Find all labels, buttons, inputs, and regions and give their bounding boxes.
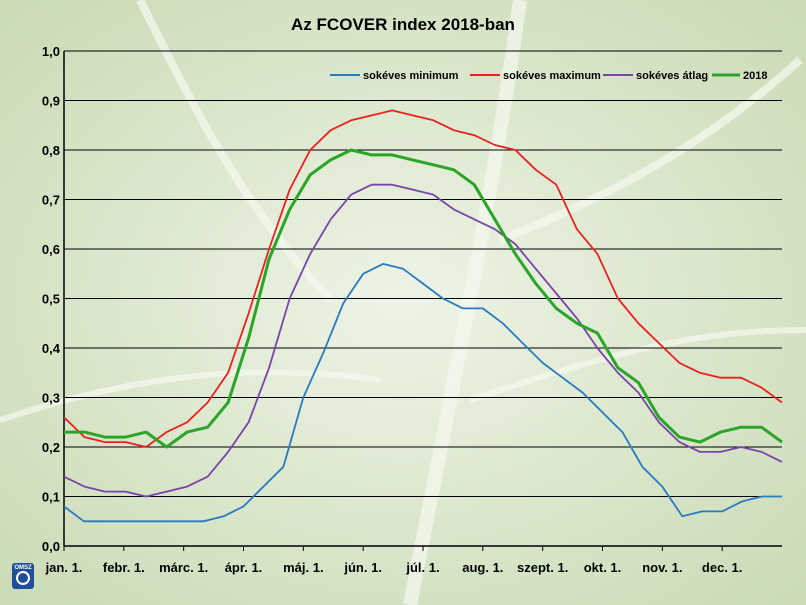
x-axis-ticks: jan. 1. febr. 1. márc. 1. ápr. 1. máj. 1. jún… <box>45 546 742 575</box>
series-line-3 <box>64 148 783 449</box>
legend-label-1: sokéves maximum <box>503 70 601 82</box>
x-tick-label: jan. 1. <box>45 560 83 575</box>
x-tick-label: nov. 1. <box>642 560 682 575</box>
x-tick-label: márc. 1. <box>159 560 208 575</box>
y-tick-label: 1,0 <box>42 44 60 59</box>
series-lines <box>63 109 783 523</box>
x-tick-label: dec. 1. <box>702 560 742 575</box>
legend-label-0: sokéves minimum <box>363 70 459 82</box>
legend-label-3: 2018 <box>743 70 767 82</box>
x-tick-label: szept. 1. <box>517 560 568 575</box>
y-tick-label: 0,4 <box>42 341 61 356</box>
x-tick-label: júl. 1. <box>405 560 439 575</box>
x-tick-label: ápr. 1. <box>225 560 263 575</box>
y-axis-ticks: 0,0 0,1 0,2 0,3 0,4 0,5 0,6 0,7 0,8 0,9 1,0 <box>42 44 61 554</box>
y-tick-label: 0,1 <box>42 490 60 505</box>
y-tick-label: 0,7 <box>42 193 60 208</box>
logo-text: OMSZ <box>14 565 32 571</box>
y-tick-label: 0,5 <box>42 292 60 307</box>
chart-title: Az FCOVER index 2018-ban <box>291 15 515 34</box>
y-tick-label: 0,3 <box>42 391 60 406</box>
x-tick-label: máj. 1. <box>283 560 323 575</box>
y-tick-label: 0,0 <box>42 539 60 554</box>
x-tick-label: febr. 1. <box>103 560 145 575</box>
y-tick-label: 0,2 <box>42 440 60 455</box>
y-tick-label: 0,9 <box>42 94 60 109</box>
omsz-logo: OMSZ <box>12 563 34 589</box>
series-line-2 <box>63 183 783 498</box>
series-line-0 <box>63 262 782 523</box>
x-tick-label: aug. 1. <box>462 560 503 575</box>
legend-label-2: sokéves átlag <box>636 70 708 82</box>
y-tick-label: 0,8 <box>42 143 60 158</box>
x-tick-label: jún. 1. <box>343 560 382 575</box>
legend: sokéves minimum sokéves maximum sokéves át… <box>330 70 767 82</box>
x-tick-label: okt. 1. <box>584 560 622 575</box>
series-line-1 <box>63 109 783 448</box>
y-tick-label: 0,6 <box>42 242 60 257</box>
